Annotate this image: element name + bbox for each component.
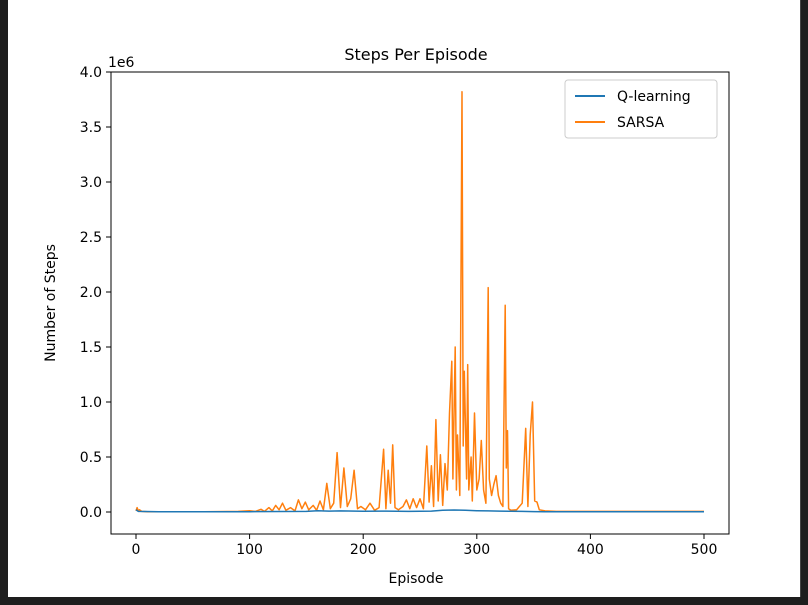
y-tick-label: 3.5 [80,120,102,136]
legend-box [564,79,718,139]
series-line-q-learning [135,509,704,513]
y-tick-label: 1.5 [80,340,102,356]
y-offset-label: 1e6 [108,55,135,71]
legend-label-q-learning: Q-learning [617,89,691,105]
y-tick-label: 0.5 [80,450,102,466]
x-tick-label: 400 [577,542,604,558]
x-axis-label: Episode [389,571,444,587]
y-axis-label: Number of Steps [43,244,59,362]
y-tick-label: 2.5 [80,230,102,246]
plot-area-border [110,71,730,535]
plot-lines [135,91,704,513]
y-axis-ticks: 0.0 0.5 1.0 1.5 2.0 2.5 3.0 3.5 4.0 [80,65,111,521]
line-chart: Steps Per Episode 1e6 Episode Number of … [43,45,730,587]
legend-label-sarsa: SARSA [617,115,665,131]
x-tick-label: 0 [132,542,141,558]
y-tick-label: 3.0 [80,175,102,191]
series-line-sarsa [135,91,704,513]
chart-frame: Steps Per Episode 1e6 Episode Number of … [8,0,801,597]
x-tick-label: 100 [236,542,263,558]
y-tick-label: 2.0 [80,285,102,301]
y-tick-label: 4.0 [80,65,102,81]
x-tick-label: 500 [691,542,718,558]
legend: Q-learning SARSA [564,79,718,139]
y-tick-label: 1.0 [80,395,102,411]
x-axis-ticks: 0 100 200 300 400 500 [132,534,718,558]
chart-title: Steps Per Episode [344,45,487,64]
y-tick-label: 0.0 [80,505,102,521]
x-tick-label: 200 [350,542,377,558]
x-tick-label: 300 [463,542,490,558]
